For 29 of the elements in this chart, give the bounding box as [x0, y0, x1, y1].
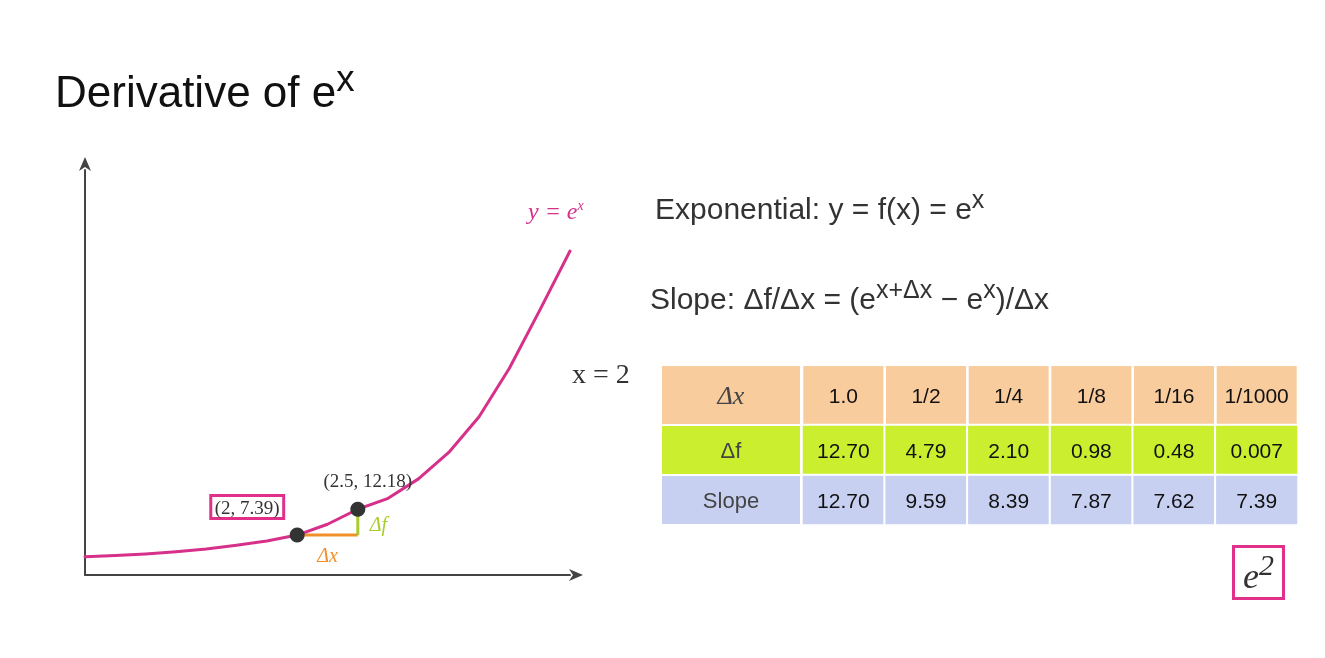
data-label: 7.62: [1153, 488, 1195, 512]
x-tick-label: 1/2: [911, 383, 941, 407]
x-tick-label: 1/8: [1076, 383, 1106, 407]
data-label: 2.10: [988, 438, 1030, 462]
data-label: 4.79: [905, 438, 947, 462]
annotation: Δf: [368, 513, 390, 537]
data-label: (2.5, 12.18): [323, 469, 413, 492]
data-label: 0.48: [1153, 438, 1195, 462]
data-label: 7.87: [1070, 488, 1112, 512]
data-label: 12.70: [817, 488, 870, 512]
data-label: 9.59: [905, 488, 947, 512]
text: Exponential: y = f(x) = e$^{x}$: [655, 185, 985, 226]
annotation: Δx: [316, 544, 338, 567]
x-tick-label: 1.0: [828, 383, 858, 407]
text: e$^{2}$: [1232, 545, 1285, 600]
x-tick-label: 1/4: [994, 383, 1024, 407]
data-label: 12.70: [817, 438, 870, 462]
data-label: (2, 7.39): [214, 496, 280, 519]
x-tick-label: 1/16: [1153, 383, 1195, 407]
x-axis-title: Δx: [716, 380, 745, 410]
data-label: 0.98: [1070, 438, 1112, 462]
chart-title: Derivative of e$^{x}$: [55, 58, 355, 117]
data-label: 8.39: [988, 488, 1030, 512]
text: Slope: Δf/Δx = (e$^{x+Δx}$ − e$^{x}$)/Δx: [650, 275, 1050, 316]
data-label: 0.007: [1230, 438, 1283, 462]
y-tick-label: Slope: [702, 487, 760, 513]
data-label: 7.39: [1236, 488, 1278, 512]
text: x = 2: [572, 358, 630, 390]
x-tick-label: 1/1000: [1224, 383, 1289, 407]
